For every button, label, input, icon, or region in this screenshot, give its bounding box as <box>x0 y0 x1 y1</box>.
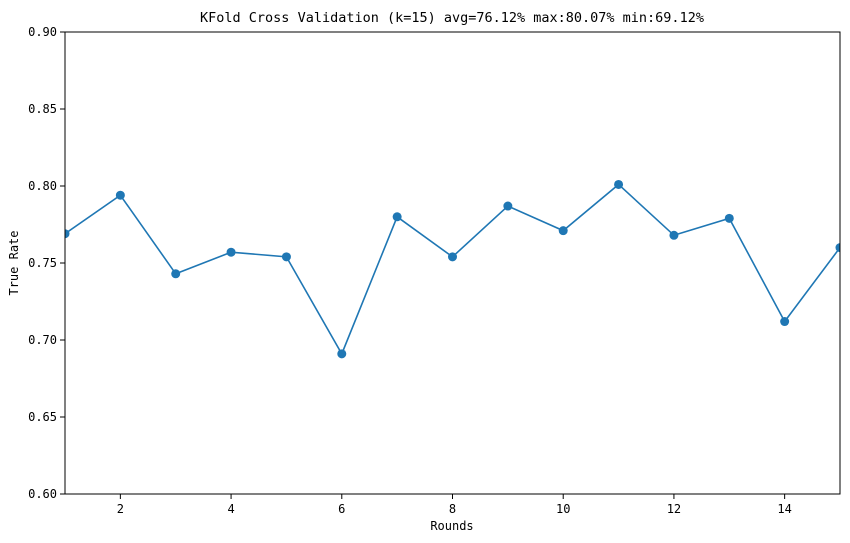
x-axis-label: Rounds <box>430 519 473 533</box>
y-axis-ticks: 0.60 0.65 0.70 0.75 0.80 0.85 0.90 <box>28 25 65 501</box>
data-point <box>835 243 840 253</box>
y-tick-label: 0.75 <box>28 256 57 270</box>
plot-area-frame <box>64 31 841 495</box>
y-axis-label: True Rate <box>7 230 21 295</box>
data-point <box>392 212 402 222</box>
y-tick-label: 0.80 <box>28 179 57 193</box>
data-point <box>669 230 679 240</box>
data-point <box>171 269 181 279</box>
x-tick-label: 2 <box>117 502 124 516</box>
data-point <box>614 179 624 189</box>
x-tick-label: 6 <box>338 502 345 516</box>
data-point <box>724 213 734 223</box>
y-tick-label: 0.70 <box>28 333 57 347</box>
y-tick-label: 0.90 <box>28 25 57 39</box>
data-point <box>65 229 70 239</box>
chart-title: KFold Cross Validation (k=15) avg=76.12%… <box>200 10 704 26</box>
data-point <box>503 201 513 211</box>
data-point <box>281 252 291 262</box>
data-point <box>337 349 347 359</box>
x-tick-label: 4 <box>227 502 234 516</box>
series-layer <box>65 179 840 359</box>
y-tick-label: 0.65 <box>28 410 57 424</box>
data-point <box>780 317 790 327</box>
y-tick-label: 0.85 <box>28 102 57 116</box>
data-point <box>115 190 125 200</box>
series-line <box>65 183 840 356</box>
x-axis-ticks: 2 4 6 8 10 12 14 <box>117 494 792 516</box>
x-tick-label: 12 <box>667 502 681 516</box>
data-point <box>558 226 568 236</box>
data-point <box>226 247 236 257</box>
y-tick-label: 0.60 <box>28 487 57 501</box>
data-point <box>448 252 457 262</box>
series-group <box>65 179 840 359</box>
x-tick-label: 8 <box>449 502 456 516</box>
x-tick-label: 14 <box>777 502 791 516</box>
x-tick-label: 10 <box>556 502 570 516</box>
